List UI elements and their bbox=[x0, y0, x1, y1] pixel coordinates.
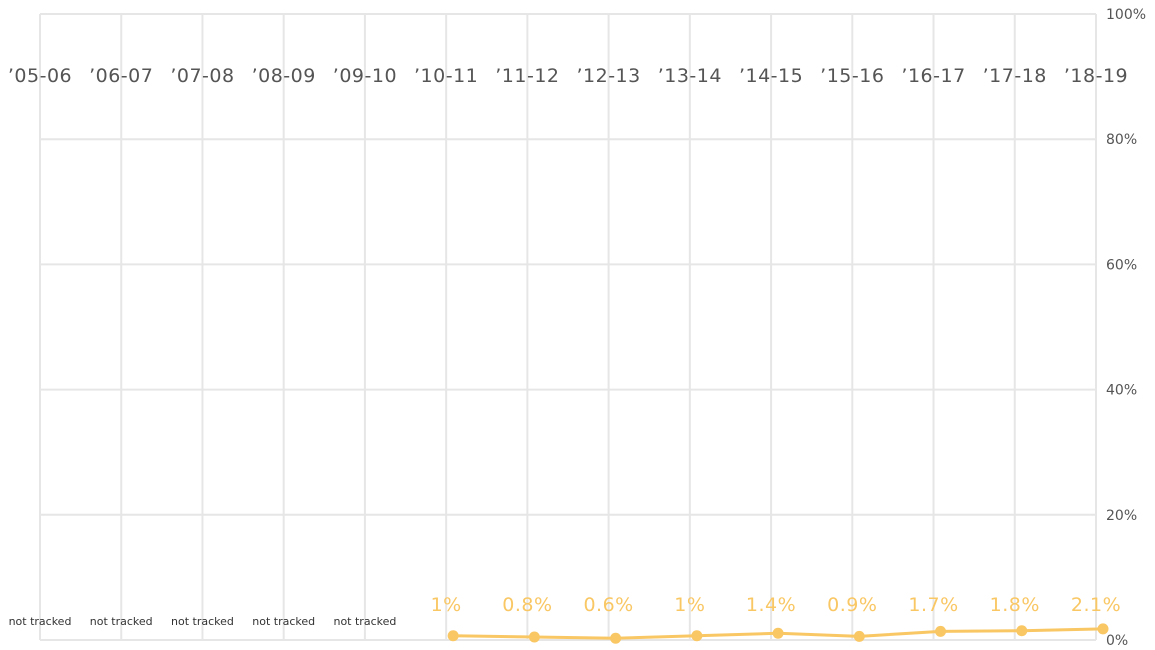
data-label: 1% bbox=[674, 594, 705, 616]
data-label: 0.9% bbox=[827, 594, 877, 616]
data-point bbox=[610, 632, 622, 644]
data-label: 1% bbox=[431, 594, 462, 616]
category-label: ’07-08 bbox=[170, 65, 234, 87]
not-tracked-label: not tracked bbox=[333, 615, 396, 628]
data-label: 0.6% bbox=[583, 594, 633, 616]
data-point bbox=[853, 630, 865, 642]
data-label: 1.8% bbox=[990, 594, 1040, 616]
data-label: 1.4% bbox=[746, 594, 796, 616]
y-tick-label: 20% bbox=[1106, 508, 1137, 524]
category-label: ’18-19 bbox=[1064, 65, 1128, 87]
category-label: ’14-15 bbox=[739, 65, 803, 87]
data-point bbox=[528, 631, 540, 643]
data-label: 0.8% bbox=[502, 594, 552, 616]
category-labels: ’05-06 ’06-07 ’07-08 ’08-09 ’09-10 ’10-11 ’11-… bbox=[8, 65, 1128, 87]
data-point bbox=[1016, 625, 1028, 637]
category-label: ’08-09 bbox=[252, 65, 316, 87]
category-label: ’15-16 bbox=[820, 65, 884, 87]
y-tick-label: 80% bbox=[1106, 132, 1137, 148]
category-label: ’10-11 bbox=[414, 65, 478, 87]
grid bbox=[39, 13, 1097, 641]
not-tracked-label: not tracked bbox=[252, 615, 315, 628]
data-label: 2.1% bbox=[1071, 594, 1121, 616]
category-label: ’16-17 bbox=[901, 65, 965, 87]
data-point bbox=[935, 625, 947, 637]
y-tick-label: 60% bbox=[1106, 257, 1137, 273]
y-tick-label: 100% bbox=[1106, 7, 1146, 23]
y-tick-label: 40% bbox=[1106, 383, 1137, 399]
not-tracked-label: not tracked bbox=[90, 615, 153, 628]
category-label: ’06-07 bbox=[89, 65, 153, 87]
data-point bbox=[1097, 623, 1109, 635]
category-label: ’12-13 bbox=[576, 65, 640, 87]
data-labels: not tracked not tracked not tracked not tra… bbox=[9, 594, 1121, 628]
category-label: ’05-06 bbox=[8, 65, 72, 87]
data-point bbox=[772, 627, 784, 639]
category-label: ’11-12 bbox=[495, 65, 559, 87]
category-label: ’17-18 bbox=[983, 65, 1047, 87]
data-point bbox=[447, 630, 459, 642]
series bbox=[447, 623, 1109, 644]
not-tracked-label: not tracked bbox=[171, 615, 234, 628]
y-tick-label: 0% bbox=[1106, 633, 1128, 649]
category-label: ’13-14 bbox=[658, 65, 722, 87]
data-point bbox=[691, 630, 703, 642]
y-axis-ticks: 0% 20% 40% 60% 80% 100% bbox=[1106, 7, 1146, 649]
category-label: ’09-10 bbox=[333, 65, 397, 87]
data-label: 1.7% bbox=[908, 594, 958, 616]
not-tracked-label: not tracked bbox=[9, 615, 72, 628]
